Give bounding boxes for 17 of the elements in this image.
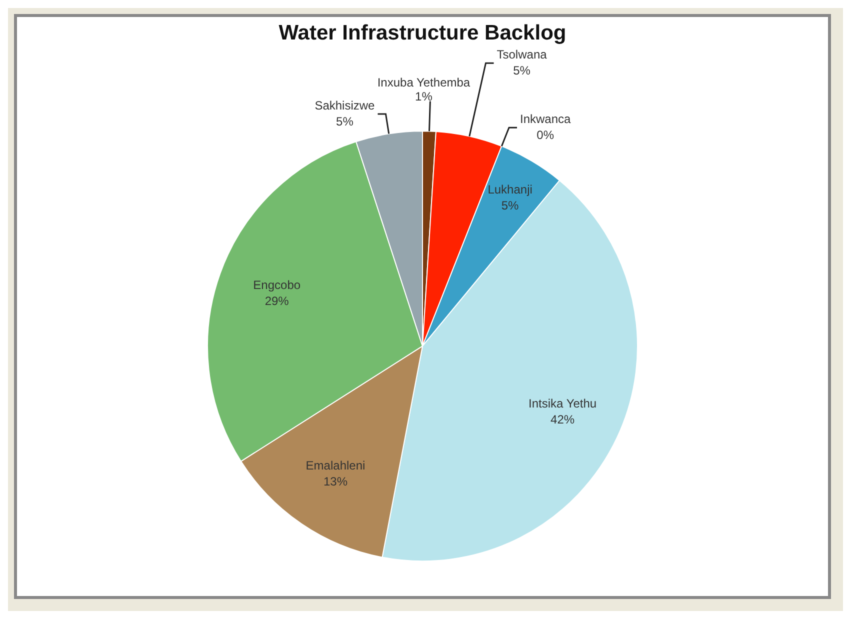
data-label: 5% (513, 63, 531, 78)
data-label: 29% (264, 294, 290, 308)
data-label: 5% (501, 198, 520, 212)
slice-label: Sakhisizwe (314, 98, 376, 112)
slice-label: Engcobo (253, 278, 301, 292)
slice-label: Intsika Yethu (528, 396, 597, 410)
data-label: 42% (550, 412, 575, 426)
data-label: 13% (323, 474, 348, 488)
data-label: 5% (336, 114, 354, 128)
chart-title: Water Infrastructure Backlog (278, 21, 566, 44)
text: 0% (536, 128, 554, 142)
slice-label: Lukhanji (488, 182, 532, 196)
slice-label: Tsolwana (496, 47, 548, 62)
slice-label: Inxuba Yethemba (377, 76, 470, 90)
category-label: Inkwanca (520, 112, 571, 126)
data-label: 1% (415, 90, 433, 104)
slice-label: Emalahleni (306, 458, 366, 472)
